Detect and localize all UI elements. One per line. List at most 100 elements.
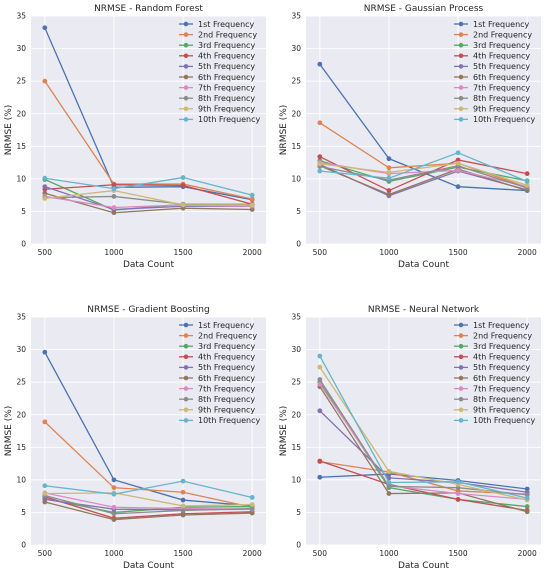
legend-label: 8th Frequency bbox=[198, 94, 255, 103]
data-point bbox=[386, 192, 392, 197]
data-point bbox=[317, 161, 323, 167]
data-point bbox=[386, 468, 392, 474]
legend-marker bbox=[183, 74, 189, 80]
y-tick-label: 25 bbox=[291, 378, 301, 387]
x-tick-label: 2000 bbox=[518, 549, 537, 558]
x-tick-label: 1000 bbox=[104, 549, 123, 558]
legend-marker bbox=[183, 354, 189, 360]
legend-marker bbox=[458, 74, 464, 80]
legend-marker bbox=[183, 418, 189, 423]
legend-marker bbox=[458, 418, 464, 423]
x-tick-label: 500 bbox=[313, 248, 328, 257]
legend-marker bbox=[458, 32, 464, 37]
series-line-1 bbox=[44, 27, 253, 201]
y-tick-label: 5 bbox=[296, 207, 301, 216]
data-point bbox=[180, 478, 186, 484]
legend-marker bbox=[183, 333, 189, 338]
data-point bbox=[180, 497, 186, 503]
y-axis-label: NRMSE (%) bbox=[4, 406, 14, 457]
legend-marker bbox=[183, 386, 189, 391]
data-point bbox=[111, 210, 117, 216]
y-axis-label: NRMSE (%) bbox=[4, 105, 14, 156]
legend-marker bbox=[183, 322, 189, 328]
legend-label: 5th Frequency bbox=[473, 363, 530, 372]
legend-label: 1st Frequency bbox=[198, 321, 255, 330]
y-tick-label: 15 bbox=[291, 443, 301, 452]
data-point bbox=[111, 485, 117, 491]
x-tick-label: 2000 bbox=[243, 549, 262, 558]
data-point bbox=[111, 182, 117, 188]
legend-label: 7th Frequency bbox=[198, 83, 255, 92]
x-tick-label: 1000 bbox=[104, 248, 123, 257]
data-point bbox=[42, 25, 48, 31]
legend-marker bbox=[458, 42, 464, 48]
series-line-2 bbox=[44, 80, 253, 200]
data-point bbox=[317, 364, 323, 370]
x-axis-label: Data Count bbox=[398, 260, 450, 270]
x-axis-label: Data Count bbox=[398, 561, 450, 571]
series-line-4 bbox=[319, 460, 528, 512]
series-line-9 bbox=[44, 492, 253, 507]
legend-label: 4th Frequency bbox=[473, 353, 530, 362]
legend-marker bbox=[183, 64, 189, 69]
series-line-4 bbox=[44, 184, 253, 205]
chart-panel-3: 0 5 10 15 20 25 30 35 500 1000 1500 2000 NRMSE - Gra… bbox=[4, 305, 266, 571]
data-point bbox=[42, 175, 48, 181]
y-tick-label: 30 bbox=[291, 44, 301, 53]
x-tick-label: 1500 bbox=[449, 248, 468, 257]
data-point bbox=[317, 168, 323, 174]
data-point bbox=[455, 479, 461, 485]
data-point bbox=[111, 205, 117, 210]
legend-label: 6th Frequency bbox=[473, 73, 530, 82]
data-point bbox=[249, 506, 255, 511]
legend-marker bbox=[458, 106, 464, 112]
y-tick-label: 15 bbox=[16, 142, 26, 151]
legend-label: 9th Frequency bbox=[473, 105, 530, 114]
y-tick-label: 35 bbox=[16, 12, 26, 21]
x-tick-label: 2000 bbox=[518, 248, 537, 257]
legend-label: 9th Frequency bbox=[473, 406, 530, 415]
y-tick-label: 0 bbox=[21, 541, 26, 550]
data-point bbox=[317, 154, 323, 160]
legend-label: 4th Frequency bbox=[198, 353, 255, 362]
data-point bbox=[455, 497, 461, 502]
data-point bbox=[386, 483, 392, 489]
legend-label: 10th Frequency bbox=[198, 115, 261, 124]
legend-label: 3rd Frequency bbox=[198, 342, 255, 351]
series-line-9 bbox=[44, 189, 253, 206]
data-point bbox=[317, 377, 323, 382]
data-point bbox=[111, 504, 117, 510]
legend-label: 9th Frequency bbox=[198, 406, 255, 415]
chart-title: NRMSE - Random Forest bbox=[94, 4, 203, 14]
x-axis-label: Data Count bbox=[123, 260, 175, 270]
data-point bbox=[386, 165, 392, 171]
x-tick-label: 1000 bbox=[379, 549, 398, 558]
legend-marker bbox=[458, 53, 464, 59]
data-point bbox=[111, 511, 117, 517]
y-tick-label: 20 bbox=[16, 410, 26, 419]
chart-title: NRMSE - Gaussian Process bbox=[364, 4, 484, 14]
data-point bbox=[386, 188, 392, 193]
chart-panel-2: 0 5 10 15 20 25 30 35 500 1000 1500 2000 NRMSE - Gau… bbox=[279, 4, 541, 270]
series-line-5 bbox=[44, 186, 253, 211]
data-point bbox=[249, 510, 255, 516]
y-tick-label: 30 bbox=[291, 345, 301, 354]
y-tick-label: 35 bbox=[16, 313, 26, 322]
legend-label: 1st Frequency bbox=[473, 321, 530, 330]
y-tick-label: 5 bbox=[21, 207, 26, 216]
series-line-10 bbox=[319, 152, 528, 183]
data-point bbox=[455, 491, 461, 496]
y-tick-label: 35 bbox=[291, 313, 301, 322]
legend-label: 1st Frequency bbox=[198, 20, 255, 29]
data-point bbox=[249, 196, 255, 202]
data-point bbox=[180, 503, 186, 509]
data-point bbox=[524, 179, 530, 184]
data-point bbox=[455, 160, 461, 166]
legend-label: 2nd Frequency bbox=[198, 30, 257, 39]
data-point bbox=[317, 474, 323, 480]
series-line-7 bbox=[44, 492, 253, 510]
data-point bbox=[386, 169, 392, 175]
x-tick-label: 500 bbox=[38, 248, 53, 257]
